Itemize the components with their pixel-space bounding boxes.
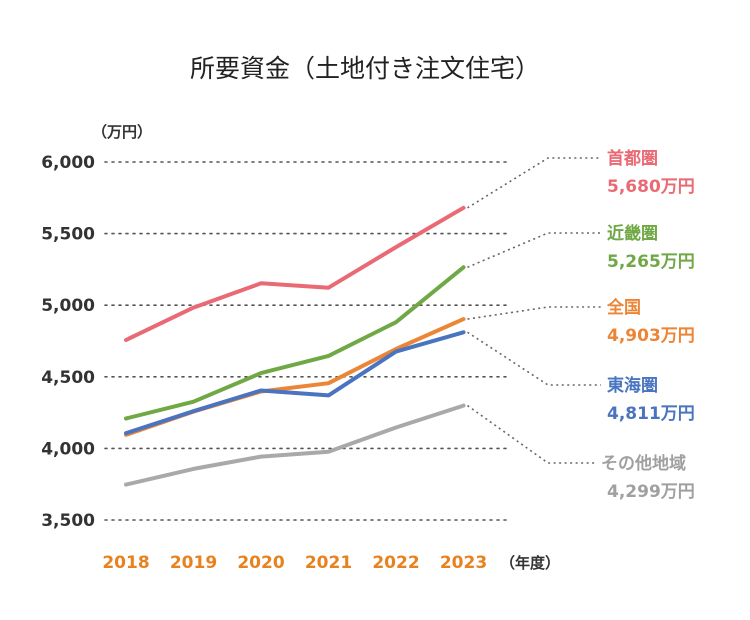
y-tick-6000: 6,000 bbox=[41, 153, 95, 173]
series-name-4: その他地域 bbox=[601, 453, 686, 474]
y-axis-unit: （万円） bbox=[92, 123, 152, 141]
series-line-3 bbox=[124, 330, 466, 436]
y-tick-labels: 3,500 4,000 4,500 5,000 5,500 6,000 bbox=[41, 153, 95, 531]
y-tick-5500: 5,500 bbox=[41, 225, 95, 245]
label-leader-lines bbox=[467, 157, 601, 464]
y-tick-5000: 5,000 bbox=[41, 296, 95, 316]
leader-line-3 bbox=[467, 331, 601, 386]
series-name-0: 首都圏 bbox=[607, 148, 658, 169]
series-line-1 bbox=[124, 265, 466, 421]
x-tick-2022: 2022 bbox=[372, 553, 419, 573]
series-line-4 bbox=[124, 403, 466, 487]
series-name-1: 近畿圏 bbox=[607, 223, 658, 244]
x-tick-2019: 2019 bbox=[170, 553, 217, 573]
y-tick-4500: 4,500 bbox=[41, 368, 95, 388]
x-axis-unit: （年度） bbox=[500, 554, 560, 572]
y-tick-3500: 3,500 bbox=[41, 511, 95, 531]
series-value-0: 5,680万円 bbox=[607, 177, 695, 197]
x-tick-2018: 2018 bbox=[102, 553, 149, 573]
chart-title: 所要資金（土地付き注文住宅） bbox=[190, 54, 540, 83]
series-value-4: 4,299万円 bbox=[607, 482, 695, 502]
series-name-2: 全国 bbox=[606, 297, 641, 318]
x-tick-2023: 2023 bbox=[440, 553, 487, 573]
series-value-3: 4,811万円 bbox=[607, 404, 695, 424]
series-value-2: 4,903万円 bbox=[607, 326, 695, 346]
grid-lines bbox=[104, 161, 511, 521]
series-value-1: 5,265万円 bbox=[607, 252, 695, 272]
y-tick-4000: 4,000 bbox=[41, 439, 95, 459]
leader-line-0 bbox=[467, 157, 601, 209]
series-line-0 bbox=[124, 205, 466, 342]
leader-line-2 bbox=[467, 306, 601, 320]
series-lines bbox=[124, 205, 466, 487]
series-name-3: 東海圏 bbox=[607, 375, 658, 396]
leader-line-4 bbox=[467, 404, 595, 464]
leader-line-1 bbox=[467, 232, 601, 268]
x-tick-2020: 2020 bbox=[237, 553, 284, 573]
x-tick-labels: 2018 2019 2020 2021 2022 2023 bbox=[102, 553, 487, 573]
x-tick-2021: 2021 bbox=[305, 553, 352, 573]
